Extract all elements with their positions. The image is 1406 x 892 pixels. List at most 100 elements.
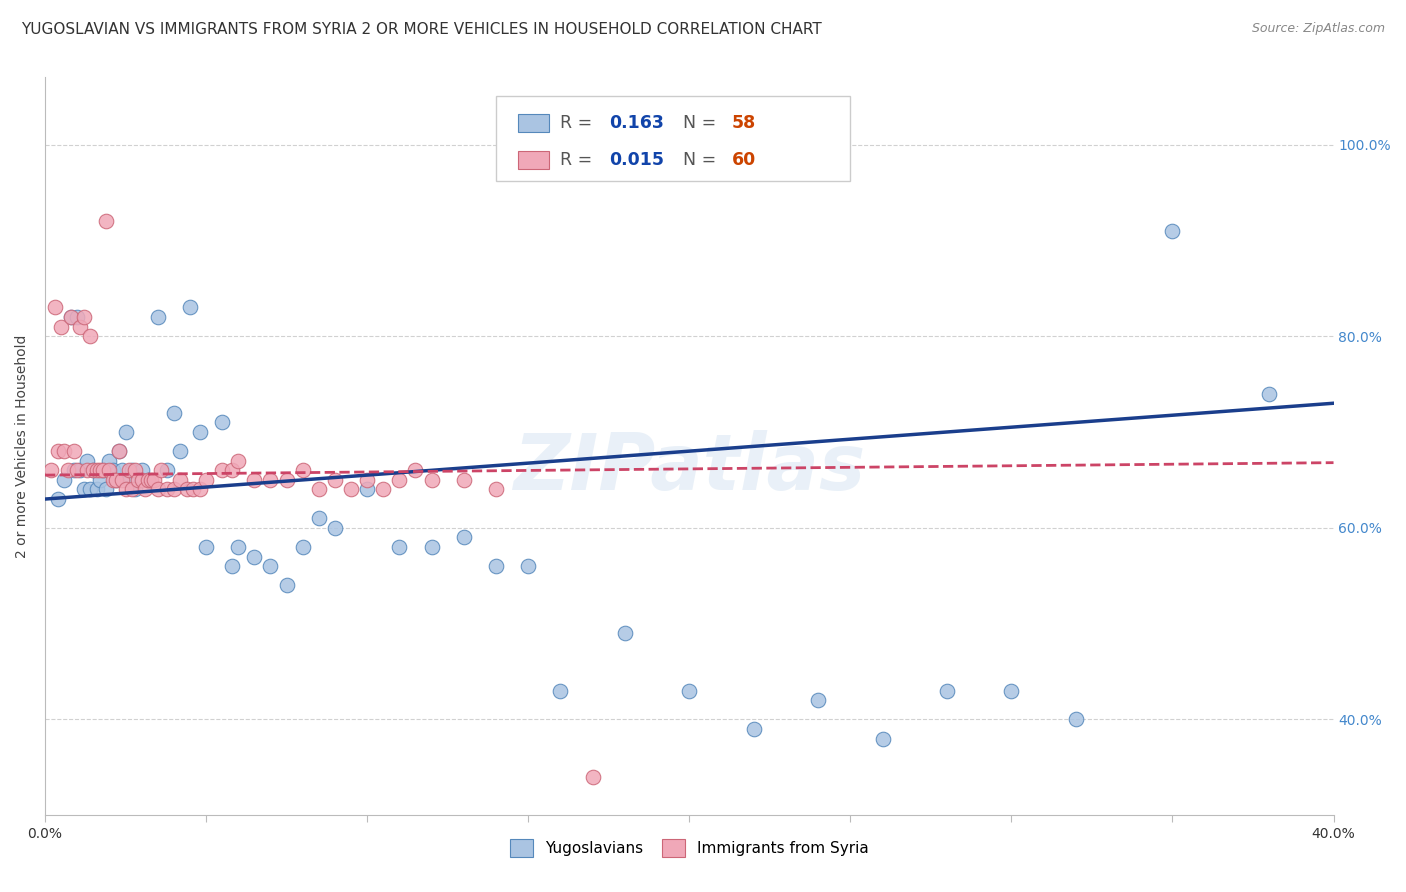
Point: [226, 540, 249, 554]
Point: [163, 483, 186, 497]
Point: [66, 463, 89, 477]
Point: [356, 473, 378, 487]
Point: [517, 559, 540, 574]
Point: [195, 473, 218, 487]
Point: [53, 444, 76, 458]
Point: [63, 463, 86, 477]
Point: [98, 454, 121, 468]
Point: [136, 473, 159, 487]
Point: [485, 483, 508, 497]
Point: [91, 463, 114, 477]
Text: YUGOSLAVIAN VS IMMIGRANTS FROM SYRIA 2 OR MORE VEHICLES IN HOUSEHOLD CORRELATION: YUGOSLAVIAN VS IMMIGRANTS FROM SYRIA 2 O…: [21, 22, 823, 37]
Point: [221, 463, 243, 477]
Point: [146, 483, 169, 497]
Point: [742, 722, 765, 736]
Point: [323, 521, 346, 535]
Point: [678, 683, 700, 698]
Text: R =: R =: [561, 114, 598, 132]
Point: [308, 511, 330, 525]
Point: [420, 540, 443, 554]
Point: [453, 530, 475, 544]
Point: [46, 444, 69, 458]
Point: [41, 463, 63, 477]
Point: [259, 473, 281, 487]
Point: [86, 483, 108, 497]
FancyBboxPatch shape: [517, 114, 548, 132]
Point: [169, 473, 191, 487]
Point: [550, 683, 572, 698]
Point: [96, 214, 118, 228]
FancyBboxPatch shape: [496, 95, 851, 181]
Point: [291, 463, 314, 477]
Point: [124, 463, 146, 477]
Point: [121, 483, 143, 497]
Point: [124, 483, 146, 497]
Point: [66, 310, 89, 324]
Point: [79, 329, 101, 343]
Point: [96, 483, 118, 497]
Point: [141, 473, 163, 487]
Point: [340, 483, 363, 497]
Text: 58: 58: [731, 114, 756, 132]
Point: [136, 473, 159, 487]
Point: [259, 559, 281, 574]
Point: [101, 473, 124, 487]
Point: [291, 540, 314, 554]
Point: [211, 416, 233, 430]
Point: [134, 483, 156, 497]
Text: Source: ZipAtlas.com: Source: ZipAtlas.com: [1251, 22, 1385, 36]
Point: [131, 463, 153, 477]
Point: [111, 463, 134, 477]
Point: [69, 319, 91, 334]
Point: [581, 770, 603, 784]
Text: 0.015: 0.015: [609, 151, 665, 169]
Point: [1161, 224, 1184, 238]
FancyBboxPatch shape: [517, 151, 548, 169]
Point: [179, 301, 201, 315]
Point: [46, 491, 69, 506]
Point: [188, 483, 211, 497]
Point: [156, 463, 179, 477]
Point: [453, 473, 475, 487]
Point: [82, 463, 104, 477]
Point: [243, 549, 266, 564]
Point: [89, 473, 111, 487]
Point: [69, 463, 91, 477]
Point: [872, 731, 894, 746]
Point: [104, 473, 127, 487]
Y-axis label: 2 or more Vehicles in Household: 2 or more Vehicles in Household: [15, 334, 30, 558]
Point: [169, 444, 191, 458]
Point: [72, 483, 94, 497]
Point: [72, 310, 94, 324]
Point: [276, 473, 298, 487]
Point: [149, 463, 172, 477]
Point: [108, 444, 131, 458]
Point: [188, 425, 211, 439]
Point: [104, 473, 127, 487]
Text: 0.163: 0.163: [609, 114, 664, 132]
Point: [59, 310, 82, 324]
Point: [936, 683, 959, 698]
Point: [49, 319, 72, 334]
Point: [181, 483, 204, 497]
Point: [86, 463, 108, 477]
Point: [613, 626, 636, 640]
Point: [44, 301, 66, 315]
Point: [1000, 683, 1022, 698]
Text: ZIPatlas: ZIPatlas: [513, 431, 865, 507]
Point: [807, 693, 830, 707]
Point: [114, 483, 136, 497]
Text: 60: 60: [731, 151, 756, 169]
Point: [1064, 713, 1087, 727]
Point: [59, 310, 82, 324]
Point: [323, 473, 346, 487]
Point: [356, 483, 378, 497]
Point: [131, 473, 153, 487]
Point: [388, 540, 411, 554]
Point: [108, 444, 131, 458]
Point: [91, 463, 114, 477]
Point: [53, 473, 76, 487]
Point: [176, 483, 198, 497]
Point: [101, 463, 124, 477]
Point: [118, 473, 141, 487]
